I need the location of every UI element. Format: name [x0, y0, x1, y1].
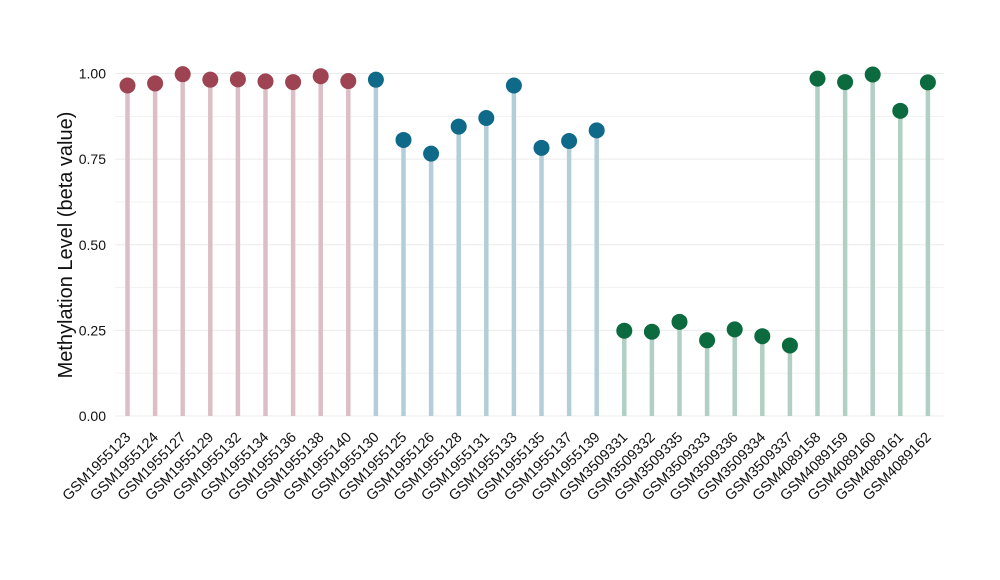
data-point	[285, 74, 302, 91]
x-axis: GSM1955123GSM1955124GSM1955127GSM1955129…	[60, 430, 935, 505]
y-tick-label: 0.75	[79, 151, 106, 167]
y-tick-label: 1.00	[79, 66, 106, 82]
data-point	[450, 118, 467, 135]
data-point	[478, 110, 495, 127]
data-point	[423, 145, 440, 162]
y-axis-title: Methylation Level (beta value)	[55, 112, 77, 379]
data-point	[147, 75, 164, 92]
grid	[115, 72, 944, 417]
data-point	[699, 332, 716, 349]
data-point	[864, 66, 881, 83]
data-point	[643, 323, 660, 340]
data-point	[809, 70, 826, 87]
data-point	[533, 139, 550, 156]
data-point	[892, 102, 909, 119]
data-point	[588, 122, 605, 139]
y-axis: 0.00 0.25 0.50 0.75 1.00	[79, 66, 106, 425]
data-point	[671, 313, 688, 330]
data-point	[837, 74, 854, 91]
data-point	[312, 68, 329, 85]
y-tick-label: 0.00	[79, 408, 106, 424]
data-point	[367, 71, 384, 88]
data-point	[202, 71, 219, 88]
data-point	[919, 74, 936, 91]
y-tick-label: 0.50	[79, 237, 106, 253]
data-point	[781, 337, 798, 354]
data-point	[257, 73, 274, 90]
data-point	[395, 131, 412, 148]
data-point	[754, 328, 771, 345]
data-point	[561, 132, 578, 149]
data-point	[174, 66, 191, 83]
y-tick-label: 0.25	[79, 322, 106, 338]
data-point	[119, 77, 136, 94]
stems	[125, 74, 931, 416]
points	[119, 66, 936, 354]
data-point	[616, 322, 633, 339]
data-point	[229, 71, 246, 88]
data-point	[340, 73, 357, 90]
data-point	[726, 321, 743, 338]
data-point	[505, 77, 522, 94]
